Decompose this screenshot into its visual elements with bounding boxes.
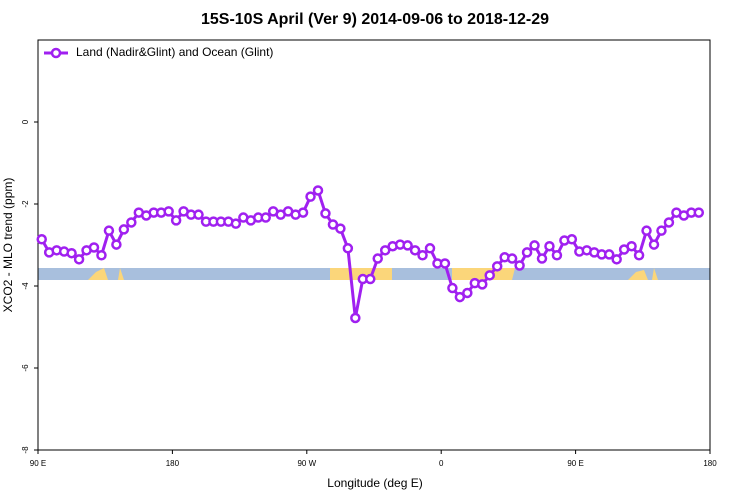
data-point	[514, 260, 525, 271]
data-point	[163, 206, 174, 217]
land-patch	[628, 270, 648, 280]
data-point	[491, 261, 503, 272]
y-tick-label: -6	[21, 364, 30, 372]
y-tick-label: -8	[21, 446, 30, 454]
data-point	[424, 243, 436, 254]
data-point	[566, 234, 578, 245]
data-point	[551, 250, 563, 261]
y-tick-label: -2	[21, 200, 30, 208]
data-point	[327, 219, 339, 230]
data-point	[484, 270, 495, 281]
data-point	[230, 218, 242, 229]
data-point	[633, 250, 645, 261]
data-point	[454, 291, 466, 303]
data-point	[536, 253, 548, 264]
data-point	[103, 225, 115, 236]
data-point	[193, 209, 204, 220]
data-point	[648, 239, 660, 250]
data-point	[379, 245, 391, 256]
data-point	[320, 208, 331, 219]
data-point	[544, 240, 555, 252]
data-point	[96, 250, 107, 261]
data-point	[611, 254, 622, 265]
land-patch	[452, 268, 515, 280]
y-tick-label: 0	[21, 119, 30, 124]
data-point	[641, 225, 652, 236]
data-point	[439, 258, 451, 269]
data-point	[335, 223, 346, 234]
data-point	[506, 253, 518, 264]
data-point	[477, 279, 488, 290]
y-tick-label: -4	[21, 282, 30, 290]
data-point	[603, 249, 615, 260]
chart-title: 15S-10S April (Ver 9) 2014-09-06 to 2018…	[201, 11, 549, 28]
x-tick-label: 180	[703, 459, 717, 468]
x-tick-label: 0	[439, 459, 444, 468]
data-point	[297, 207, 309, 218]
data-point	[626, 240, 637, 252]
x-tick-label: 90 E	[567, 459, 583, 468]
x-axis-label: Longitude (deg E)	[327, 476, 422, 490]
legend-label: Land (Nadir&Glint) and Ocean (Glint)	[76, 45, 273, 59]
data-point	[260, 212, 271, 223]
x-tick-label: 90 W	[297, 459, 316, 468]
data-point	[342, 243, 354, 254]
data-point	[462, 287, 473, 299]
data-point	[447, 282, 458, 294]
data-point	[417, 250, 428, 261]
data-point	[36, 234, 47, 245]
legend-marker	[50, 47, 62, 59]
data-point	[170, 215, 182, 226]
data-point	[312, 185, 324, 196]
data-point	[693, 207, 705, 218]
x-tick-label: 90 E	[30, 459, 46, 468]
data-point	[521, 247, 533, 258]
land-ocean-band	[38, 268, 710, 280]
data-point	[402, 240, 413, 251]
data-point	[126, 217, 137, 228]
data-point	[111, 239, 122, 250]
x-tick-label: 180	[166, 459, 180, 468]
data-point	[73, 254, 85, 265]
data-point	[656, 225, 667, 236]
data-point	[372, 253, 383, 264]
data-point	[88, 242, 100, 253]
data-point	[305, 191, 316, 202]
land-patch	[330, 268, 392, 280]
land-patch	[652, 268, 658, 280]
data-point	[350, 312, 361, 324]
land-patch	[118, 268, 124, 280]
data-point	[118, 224, 130, 235]
data-point	[663, 217, 675, 228]
land-patch	[88, 268, 108, 280]
data-point	[365, 273, 376, 285]
data-point	[529, 240, 540, 251]
plot-frame	[37, 39, 711, 451]
data-point	[409, 245, 421, 256]
y-axis-label: XCO2 - MLO trend (ppm)	[1, 178, 15, 313]
legend: Land (Nadir&Glint) and Ocean (Glint)	[44, 45, 273, 59]
data-point	[66, 247, 77, 259]
